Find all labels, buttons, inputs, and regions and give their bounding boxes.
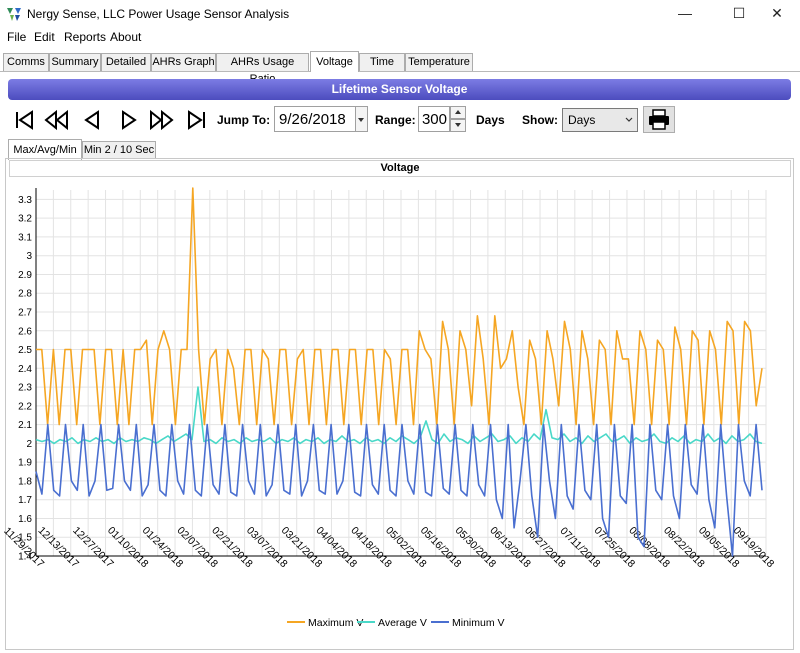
menu-file[interactable]: File <box>7 30 27 44</box>
maximize-button[interactable]: ☐ <box>732 5 746 21</box>
subtab-max-avg-min[interactable]: Max/Avg/Min <box>8 139 82 160</box>
tab-detailed[interactable]: Detailed <box>101 53 151 71</box>
legend-label: Average V <box>378 617 427 629</box>
tab-comms[interactable]: Comms <box>3 53 49 71</box>
legend-label: Minimum V <box>452 617 505 629</box>
previous-icon[interactable] <box>80 108 106 132</box>
printer-icon <box>649 109 669 130</box>
range-unit-label: Days <box>476 113 505 127</box>
jump-to-label: Jump To: <box>217 113 271 127</box>
fast-forward-icon[interactable] <box>148 108 174 132</box>
tab-ahrs-usage-ratio[interactable]: AHRs Usage Ratio <box>216 53 309 85</box>
menu-about[interactable]: About <box>110 30 142 44</box>
y-tick-label: 2.9 <box>18 270 32 281</box>
rewind-icon[interactable] <box>44 108 70 132</box>
close-button[interactable]: ✕ <box>771 5 783 21</box>
tab-time[interactable]: Time <box>359 53 405 71</box>
y-tick-label: 2 <box>26 439 32 450</box>
y-tick-label: 2.6 <box>18 326 32 337</box>
y-tick-label: 2.2 <box>18 401 32 412</box>
menu-bar: File Edit Reports About <box>0 27 800 47</box>
y-tick-label: 1.4 <box>18 552 32 563</box>
y-tick-label: 1.6 <box>18 514 32 525</box>
chevron-down-icon <box>358 118 364 122</box>
range-label: Range: <box>375 113 416 127</box>
legend-label: Maximum V <box>308 617 363 629</box>
window-title: Nergy Sense, LLC Power Usage Sensor Anal… <box>27 7 290 21</box>
app-logo-icon <box>7 8 21 21</box>
y-tick-label: 1.9 <box>18 458 32 469</box>
menu-edit[interactable]: Edit <box>34 30 55 44</box>
menu-reports[interactable]: Reports <box>64 30 107 44</box>
show-select[interactable]: Days <box>562 108 638 132</box>
tab-ahrs-graph[interactable]: AHRs Graph <box>151 53 216 71</box>
y-tick-label: 2.8 <box>18 289 32 300</box>
tab-voltage[interactable]: Voltage <box>310 51 359 72</box>
y-tick-label: 1.5 <box>18 533 32 544</box>
y-tick-label: 2.1 <box>18 420 32 431</box>
y-tick-label: 2.5 <box>18 345 32 356</box>
y-tick-label: 3.3 <box>18 195 32 206</box>
chevron-down-icon <box>455 123 461 127</box>
jump-to-date-field[interactable]: 9/26/2018 <box>274 106 356 132</box>
page-title-banner: Lifetime Sensor Voltage <box>8 79 791 100</box>
show-select-value: Days <box>568 113 596 127</box>
series-line-maximum-v <box>36 187 763 426</box>
chart-title: Voltage <box>9 160 791 177</box>
y-tick-label: 2.4 <box>18 364 32 375</box>
y-tick-label: 3.1 <box>18 232 32 243</box>
series-line-minimum-v <box>35 423 763 557</box>
range-input[interactable]: 300 <box>418 106 450 132</box>
series-line-average-v <box>35 386 763 445</box>
subtab-min-2-10-sec[interactable]: Min 2 / 10 Sec <box>82 141 156 159</box>
range-decrement-button[interactable] <box>450 119 466 132</box>
date-dropdown-button[interactable] <box>356 106 368 132</box>
title-bar: Nergy Sense, LLC Power Usage Sensor Anal… <box>0 0 800 27</box>
minimize-button[interactable]: — <box>678 5 692 21</box>
main-tab-strip: Comms Summary Detailed AHRs Graph AHRs U… <box>0 51 800 85</box>
last-page-icon[interactable] <box>183 108 209 132</box>
first-page-icon[interactable] <box>12 108 38 132</box>
show-label: Show: <box>522 113 558 127</box>
next-icon[interactable] <box>115 108 141 132</box>
y-tick-label: 1.7 <box>18 495 32 506</box>
chevron-down-icon <box>625 117 633 122</box>
chart-panel <box>5 158 794 650</box>
y-tick-label: 1.8 <box>18 476 32 487</box>
range-increment-button[interactable] <box>450 106 466 119</box>
y-tick-label: 3 <box>26 251 32 262</box>
chevron-up-icon <box>455 110 461 114</box>
tab-summary[interactable]: Summary <box>49 53 101 71</box>
y-tick-label: 3.2 <box>18 214 32 225</box>
y-tick-label: 2.3 <box>18 383 32 394</box>
tab-temperature[interactable]: Temperature <box>405 53 473 71</box>
y-tick-label: 2.7 <box>18 308 32 319</box>
print-button[interactable] <box>643 106 675 133</box>
